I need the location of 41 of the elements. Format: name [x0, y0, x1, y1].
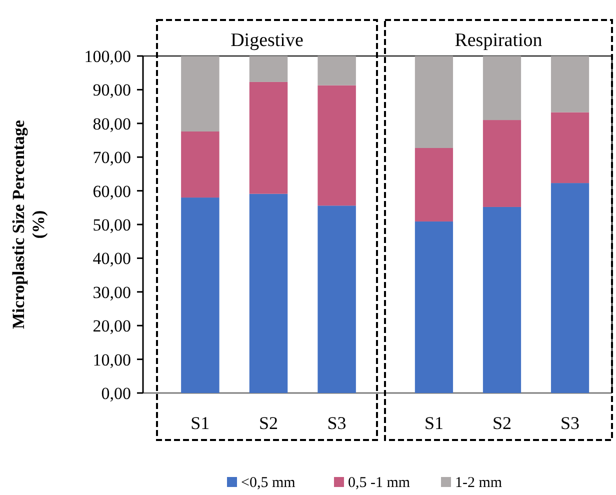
- bar: [482, 120, 522, 207]
- bar: [249, 56, 288, 82]
- bar: [318, 206, 356, 393]
- x-tick-label: S2: [492, 413, 512, 433]
- x-tick-label: S1: [190, 413, 210, 433]
- bar: [181, 56, 220, 132]
- y-tick-label: 100,00: [84, 46, 131, 66]
- y-tick-label: 70,00: [92, 148, 131, 168]
- bar: [181, 131, 220, 198]
- chart-title: Respiration: [454, 30, 543, 51]
- bar: [249, 194, 288, 393]
- y-tick-label: 40,00: [92, 249, 131, 268]
- legend-label: 1-2 mm: [455, 475, 502, 491]
- legend-label: 0,5 -1 mm: [348, 475, 410, 491]
- y-tick-label: 10,00: [92, 350, 131, 370]
- y-tick-label: 90,00: [92, 80, 131, 100]
- bar: [550, 183, 590, 393]
- y-tick-label: 0,00: [101, 384, 131, 403]
- y-tick-label: 50,00: [92, 215, 131, 234]
- x-tick-label: S2: [258, 413, 278, 433]
- y-tick-label: 80,00: [92, 114, 131, 134]
- y-tick-label: 60,00: [92, 182, 131, 201]
- x-tick-label: S3: [560, 413, 580, 433]
- bar: [414, 148, 454, 222]
- y-axis-title: Microplastic Size Percentage (%): [9, 120, 48, 329]
- bar: [181, 198, 220, 393]
- bar: [414, 56, 454, 148]
- bar: [482, 56, 522, 120]
- bar: [318, 85, 356, 206]
- legend-label: <0,5 mm: [241, 475, 296, 491]
- bar: [249, 82, 288, 194]
- bar: [482, 206, 522, 393]
- bar: [550, 56, 590, 112]
- bar: [550, 112, 590, 184]
- chart-title: Digestive: [230, 30, 304, 51]
- x-tick-label: S3: [327, 413, 346, 433]
- bar: [414, 221, 454, 393]
- y-tick-label: 20,00: [92, 316, 131, 336]
- y-tick-label: 30,00: [92, 282, 131, 302]
- bar: [318, 56, 356, 86]
- x-tick-label: S1: [424, 413, 444, 433]
